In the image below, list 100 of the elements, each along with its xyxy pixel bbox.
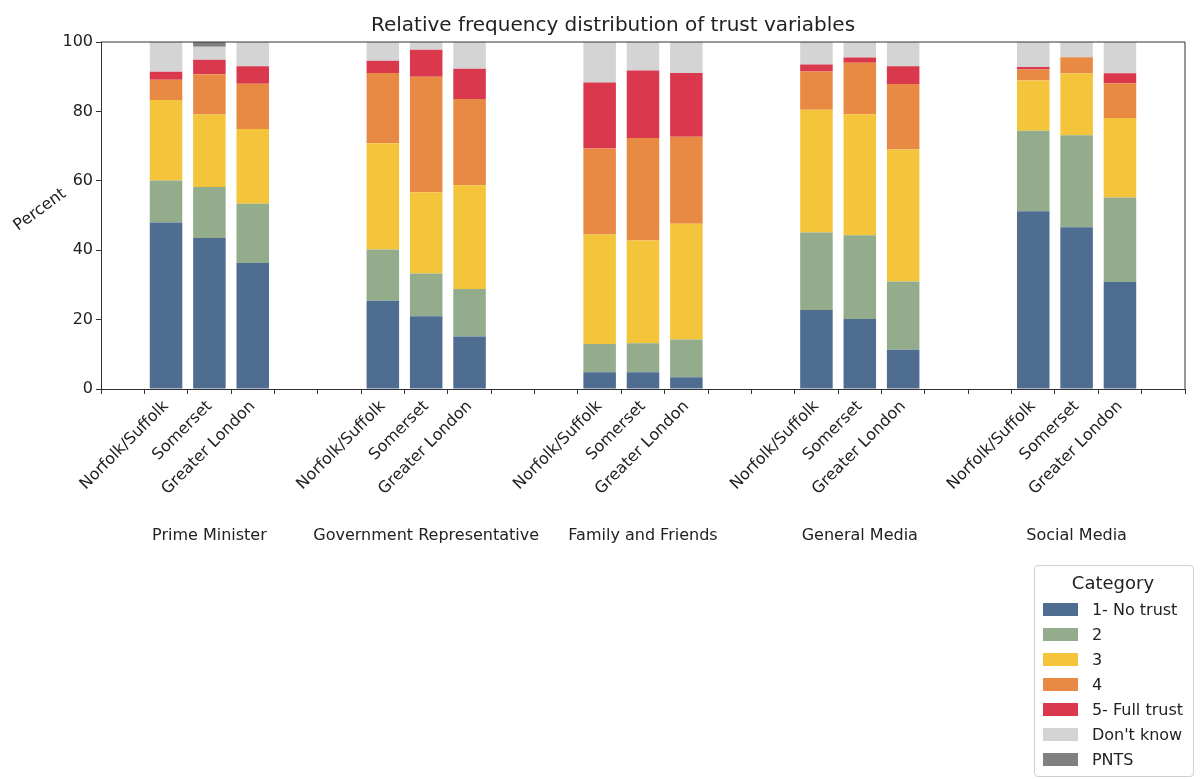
bar: [366, 300, 400, 389]
bar: [800, 42, 833, 65]
bar: [626, 70, 660, 139]
bar: [236, 203, 270, 264]
bar: [1060, 42, 1093, 58]
bar: [193, 238, 226, 389]
bar: [626, 240, 660, 344]
bar: [453, 336, 486, 389]
bar: [670, 377, 703, 389]
legend-label: 4: [1091, 675, 1103, 694]
bar: [236, 83, 270, 130]
bar: [366, 72, 400, 144]
bar: [583, 82, 616, 149]
bar: [886, 83, 920, 150]
y-tick-label: 20: [72, 308, 93, 328]
y-tick-label: 100: [62, 31, 93, 51]
bar: [1103, 73, 1137, 84]
bar: [800, 232, 833, 310]
bar: [843, 235, 877, 319]
bar: [1016, 69, 1050, 81]
bar: [409, 49, 443, 77]
bar: [626, 138, 660, 241]
y-tick-label: 40: [72, 239, 93, 259]
bar: [236, 129, 270, 204]
chart-title: Relative frequency distribution of trust variables: [370, 12, 856, 37]
bar: [193, 187, 226, 239]
bar: [843, 62, 877, 115]
bar: [670, 136, 703, 224]
bar: [236, 66, 270, 84]
bar: [886, 349, 920, 389]
bar: [366, 42, 400, 61]
bar: [886, 42, 920, 67]
bar: [1060, 135, 1093, 228]
bar: [236, 263, 270, 389]
bar: [670, 223, 703, 340]
bar: [626, 42, 660, 71]
text: General Media: [801, 525, 918, 545]
bar: [1060, 227, 1093, 389]
bar: [670, 42, 703, 73]
bar: [1103, 83, 1137, 118]
bar: [886, 281, 920, 350]
legend-label: 3: [1091, 650, 1103, 669]
text: Government Representative: [313, 525, 540, 545]
text: Prime Minister: [152, 525, 268, 545]
bar: [670, 339, 703, 378]
text: Family and Friends: [568, 525, 718, 545]
bar: [149, 180, 183, 223]
bar: [1103, 282, 1137, 389]
bar: [193, 46, 226, 60]
bar: [843, 114, 877, 236]
bar: [1016, 130, 1050, 212]
y-tick-label: 80: [72, 100, 93, 120]
bar: [236, 42, 270, 67]
legend-title: Category: [1070, 572, 1156, 593]
bar: [583, 372, 616, 389]
bar: [149, 99, 183, 181]
bar: [583, 234, 616, 344]
bar: [583, 343, 616, 373]
bar: [193, 59, 226, 75]
bar: [193, 74, 226, 115]
y-tick-label: 60: [72, 169, 93, 189]
bar: [800, 109, 833, 233]
bar: [366, 60, 400, 73]
bar: [800, 71, 833, 110]
bar: [409, 273, 443, 317]
bar: [409, 316, 443, 389]
bar: [453, 68, 486, 99]
bar: [453, 42, 486, 69]
bar: [409, 192, 443, 274]
bar: [149, 71, 183, 80]
bar: [1016, 42, 1050, 67]
bar: [843, 318, 877, 389]
bar: [800, 309, 833, 389]
bar: [1060, 57, 1093, 74]
bar: [1103, 42, 1137, 74]
legend-label: 5- Full trust: [1091, 700, 1183, 719]
bar: [149, 42, 183, 72]
bar: [193, 114, 226, 188]
bar: [409, 42, 443, 50]
bar: [843, 57, 877, 63]
bar: [409, 76, 443, 193]
bar: [1103, 197, 1137, 283]
legend-label: Don't know: [1091, 725, 1183, 744]
bar: [670, 72, 703, 137]
legend-label: PNTS: [1091, 750, 1134, 769]
bar: [886, 149, 920, 282]
legend-label: 2: [1091, 625, 1103, 644]
bar: [583, 42, 616, 83]
text: Social Media: [1026, 525, 1127, 545]
legend-label: 1- No trust: [1091, 600, 1178, 619]
bar: [626, 343, 660, 373]
bar: [1060, 73, 1093, 136]
bar: [149, 79, 183, 100]
bar: [1016, 211, 1050, 389]
bar: [453, 98, 486, 186]
bar: [366, 249, 400, 301]
bar: [626, 372, 660, 389]
bar: [453, 185, 486, 290]
bar: [886, 66, 920, 84]
bar: [843, 42, 877, 58]
